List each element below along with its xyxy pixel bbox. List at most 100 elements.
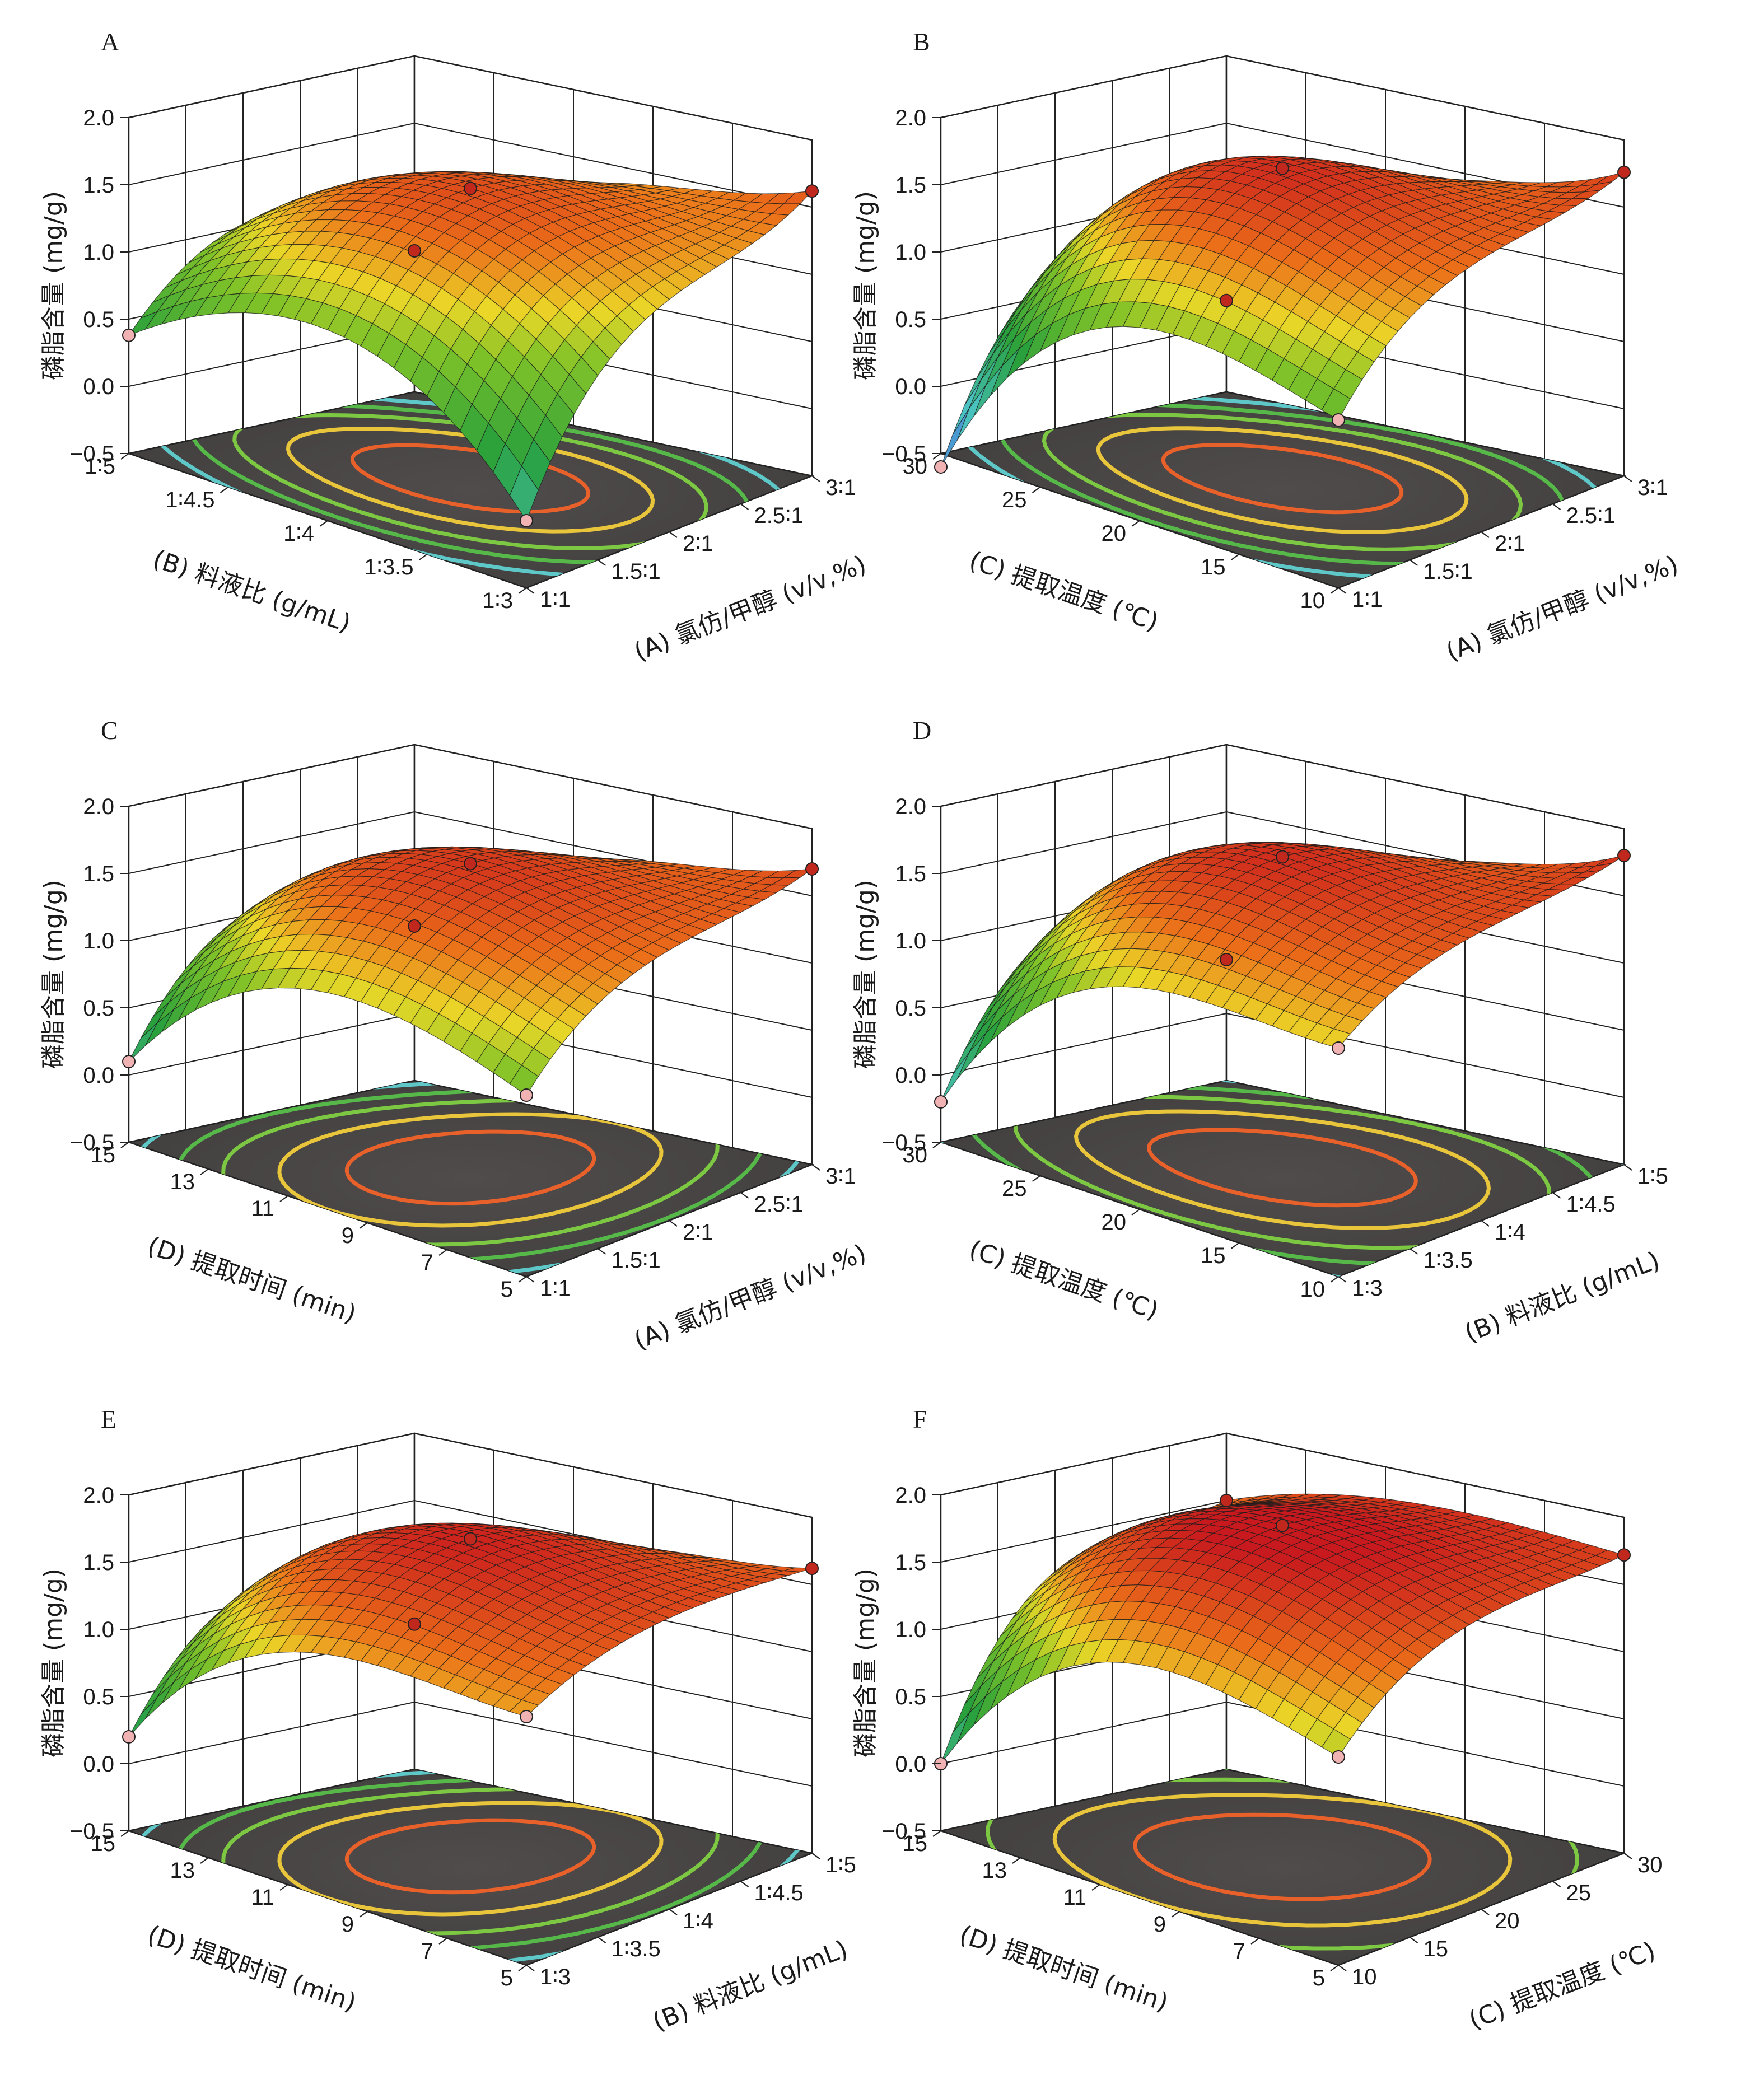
x-tick-mark — [740, 1192, 749, 1199]
z-tick-label: −0.5 — [882, 442, 926, 466]
y-tick-label: 7 — [421, 1250, 433, 1275]
x-tick-label: 1∶3.5 — [1424, 1248, 1473, 1273]
x-tick-label: 1∶1 — [540, 1276, 571, 1301]
wall-gridline — [940, 55, 1625, 141]
response-surface — [940, 842, 1625, 1102]
y-tick-mark — [1131, 1209, 1140, 1216]
y-axis-label: (D) 提取时间 (min) — [144, 1920, 360, 2017]
y-tick-label: 10 — [1300, 588, 1326, 613]
y-tick-mark — [120, 453, 129, 460]
x-tick-label: 3∶1 — [1637, 475, 1668, 500]
x-tick-mark — [811, 1853, 820, 1859]
z-tick-label: 1.0 — [895, 240, 926, 265]
y-tick-mark — [200, 1857, 209, 1864]
x-tick-mark — [597, 1937, 606, 1943]
z-tick-label: 1.0 — [83, 240, 114, 265]
response-surface — [940, 1493, 1625, 1764]
y-tick-mark — [1330, 1965, 1339, 1971]
y-tick-label: 1∶3.5 — [364, 555, 413, 579]
y-tick-label: 9 — [1154, 1912, 1166, 1937]
panel-label: B — [913, 27, 930, 56]
x-tick-mark — [1481, 1909, 1490, 1915]
y-tick-mark — [279, 1195, 288, 1202]
design-point — [520, 514, 533, 527]
x-tick-mark — [1409, 1248, 1418, 1255]
panel-e: −0.5 0.0 0.5 1.0 1.5 2.0 磷脂含量 (mg/g) 1∶3 1∶3.5 1∶… — [39, 1405, 856, 2037]
x-tick-label: 1∶4 — [1495, 1220, 1525, 1245]
x-tick-label: 1∶4.5 — [754, 1881, 804, 1905]
surface-cell — [509, 465, 539, 522]
z-tick-label: 1.5 — [895, 173, 926, 198]
x-tick-label: 2∶1 — [683, 531, 713, 556]
panel-b: −0.5 0.0 0.5 1.0 1.5 2.0 磷脂含量 (mg/g) 1∶1 1.5∶1 2∶… — [851, 27, 1682, 667]
y-tick-mark — [1330, 1276, 1339, 1283]
y-tick-label: 1∶3 — [482, 588, 513, 613]
design-point — [1220, 1494, 1233, 1507]
panel-label: A — [101, 27, 119, 56]
x-axis-label: (B) 料液比 (g/mL) — [1461, 1246, 1664, 1348]
x-tick-mark — [526, 1276, 535, 1283]
wall-gridline — [940, 744, 1625, 829]
panel-c: −0.5 0.0 0.5 1.0 1.5 2.0 磷脂含量 (mg/g) 1∶1 1.5∶1 2∶… — [39, 716, 870, 1356]
y-tick-mark — [438, 1938, 447, 1945]
wall-gridline — [940, 122, 1625, 208]
z-tick-label: 0.0 — [895, 375, 926, 399]
x-tick-label: 3∶1 — [825, 1164, 856, 1189]
y-tick-label: 7 — [1233, 1939, 1245, 1964]
y-tick-mark — [1330, 587, 1339, 594]
wall-gridline — [128, 744, 813, 829]
design-point — [1220, 953, 1233, 966]
wall-gridline — [940, 1012, 1625, 1098]
y-tick-label: 11 — [251, 1196, 274, 1221]
y-tick-mark — [1230, 1242, 1240, 1249]
z-axis: −0.5 0.0 0.5 1.0 1.5 2.0 磷脂含量 (mg/g) — [39, 106, 129, 466]
y-tick-mark — [1012, 1857, 1021, 1864]
y-tick-mark — [932, 453, 941, 460]
y-tick-label: 25 — [1002, 488, 1027, 512]
x-tick-label: 1∶3.5 — [612, 1937, 661, 1961]
y-tick-label: 1∶4.5 — [165, 488, 214, 512]
y-tick-mark — [220, 487, 229, 493]
panel-label: D — [913, 716, 931, 745]
x-axis-label: (B) 料液比 (g/mL) — [649, 1934, 852, 2036]
design-point — [520, 1710, 533, 1723]
z-tick-label: 1.0 — [895, 929, 926, 953]
x-tick-label: 30 — [1637, 1853, 1663, 1877]
z-tick-label: 1.5 — [83, 173, 114, 198]
z-tick-label: 0.0 — [83, 375, 114, 399]
contour-line — [1147, 1128, 1418, 1208]
panel-label: F — [913, 1405, 927, 1433]
x-tick-label: 1∶1 — [540, 587, 571, 612]
x-tick-label: 2∶1 — [683, 1220, 713, 1245]
y-tick-label: 15 — [1201, 1244, 1226, 1268]
y-tick-mark — [1230, 554, 1240, 560]
z-tick-label: 2.0 — [83, 1483, 114, 1508]
panel-f: −0.5 0.0 0.5 1.0 1.5 2.0 磷脂含量 (mg/g) 10 15 20 25 30… — [851, 1405, 1663, 2035]
x-tick-label: 10 — [1352, 1965, 1377, 1989]
contour-line — [286, 426, 655, 534]
z-tick-label: 0.0 — [895, 1063, 926, 1088]
x-tick-mark — [740, 503, 749, 510]
contour-line — [1161, 443, 1404, 515]
contour-line — [277, 1801, 664, 1917]
panel-label: E — [101, 1405, 116, 1433]
y-tick-label: 11 — [251, 1885, 274, 1910]
x-tick-mark — [1552, 1881, 1561, 1887]
z-axis-label: 磷脂含量 (mg/g) — [851, 1568, 880, 1758]
z-axis-label: 磷脂含量 (mg/g) — [39, 1568, 68, 1758]
z-axis-label: 磷脂含量 (mg/g) — [851, 191, 880, 380]
center-design-point — [464, 857, 477, 871]
design-point — [408, 919, 421, 933]
contour-line — [277, 1112, 664, 1228]
contour-line — [350, 443, 591, 514]
x-tick-mark — [1409, 1937, 1418, 1943]
x-tick-label: 1∶5 — [1637, 1164, 1668, 1189]
z-tick-label: 0.5 — [83, 1685, 114, 1709]
x-tick-mark — [1409, 559, 1418, 566]
z-tick-label: −0.5 — [882, 1819, 926, 1844]
contour-line — [344, 1129, 596, 1206]
design-point — [122, 1730, 136, 1744]
z-tick-label: 2.0 — [895, 1483, 926, 1508]
contour-line — [1052, 1793, 1513, 1928]
